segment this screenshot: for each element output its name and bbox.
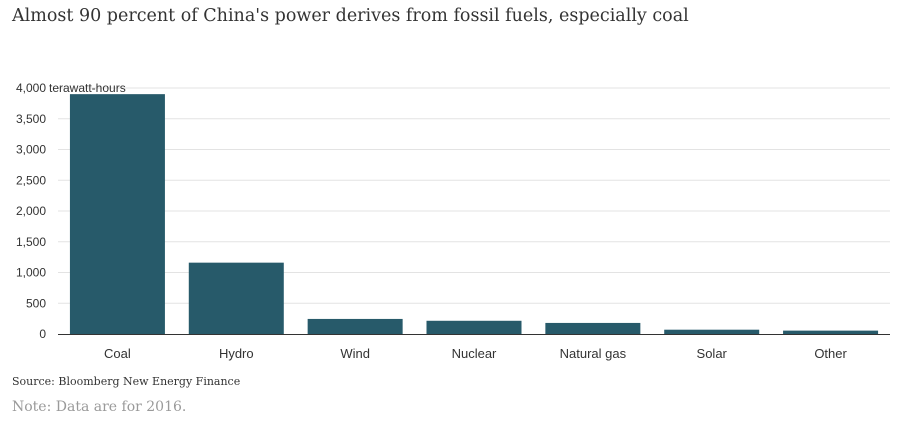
y-tick-label: 1,000 — [16, 266, 46, 280]
y-axis-unit-label: terawatt-hours — [49, 81, 126, 95]
bar-chart: 0 500 1,000 1,500 2,000 2,500 3,000 3,500 4,000 t… — [16, 81, 890, 361]
gridlines — [58, 87, 890, 304]
bar-other — [783, 330, 879, 334]
bar-nuclear — [426, 320, 522, 334]
source-note: Source: Bloomberg New Energy Finance — [12, 375, 241, 388]
y-tick-label: 3,500 — [16, 112, 46, 126]
data-note: Note: Data are for 2016. — [12, 399, 187, 415]
y-tick-label: 0 — [39, 327, 46, 341]
y-tick-label: 3,000 — [16, 143, 46, 157]
bar-wind — [307, 318, 403, 334]
x-tick-label: Hydro — [219, 346, 254, 361]
y-tick-label: 1,500 — [16, 235, 46, 249]
bar-hydro — [188, 262, 284, 334]
x-tick-label: Natural gas — [560, 346, 627, 361]
y-tick-label: 500 — [26, 296, 46, 310]
y-tick-label: 4,000 — [16, 81, 46, 95]
x-axis-category-labels: Coal Hydro Wind Nuclear Natural gas Solar Othe… — [104, 346, 847, 361]
x-tick-label: Solar — [697, 346, 728, 361]
x-tick-label: Nuclear — [452, 346, 497, 361]
x-tick-label: Wind — [340, 346, 370, 361]
bar-natural-gas — [545, 322, 641, 334]
bar-coal — [69, 94, 165, 335]
chart-title: Almost 90 percent of China's power deriv… — [12, 6, 689, 26]
bars — [69, 94, 879, 335]
y-tick-label: 2,000 — [16, 204, 46, 218]
x-tick-label: Other — [814, 346, 847, 361]
y-tick-label: 2,500 — [16, 173, 46, 187]
y-axis-tick-labels: 0 500 1,000 1,500 2,000 2,500 3,000 3,500 4,000 t… — [16, 81, 126, 341]
bar-solar — [664, 329, 760, 334]
x-tick-label: Coal — [104, 346, 131, 361]
